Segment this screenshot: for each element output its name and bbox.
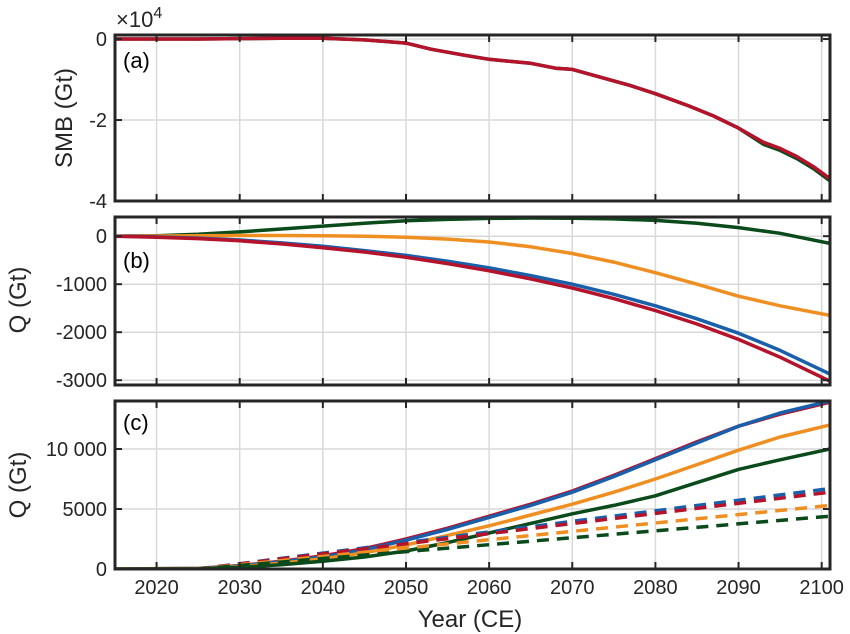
y-tick-label: -2000 xyxy=(56,322,107,344)
y-tick-label: 0 xyxy=(96,29,107,51)
panel-a-y-axis-label: SMB (Gt) xyxy=(51,68,78,168)
series-line xyxy=(115,234,830,383)
x-tick-label: 2100 xyxy=(799,577,844,599)
panel-b-y-axis-label: Q (Gt) xyxy=(5,267,32,334)
x-tick-label: 2060 xyxy=(467,577,512,599)
panel-c-label: (c) xyxy=(123,410,149,435)
panel-b-label: (b) xyxy=(123,248,150,273)
x-tick-label: 2020 xyxy=(134,577,179,599)
series-line xyxy=(115,423,830,569)
panel-a-exponent-label: ×104 xyxy=(116,5,162,32)
x-tick-label: 2080 xyxy=(633,577,678,599)
series-line xyxy=(115,447,830,569)
series-line xyxy=(115,401,830,569)
grid-lines xyxy=(115,35,830,202)
panel-a-label: (a) xyxy=(123,48,150,73)
series-line xyxy=(115,36,830,183)
series-line-dashed xyxy=(197,514,830,569)
x-axis-label: Year (CE) xyxy=(418,606,522,633)
series-line xyxy=(115,401,830,569)
series-lines xyxy=(115,401,830,569)
y-tick-label: 0 xyxy=(96,559,107,581)
y-tick-label: -3000 xyxy=(56,370,107,392)
series-line xyxy=(115,36,830,181)
y-tick-label: 10 000 xyxy=(46,439,107,461)
axes xyxy=(113,33,832,203)
y-tick-label: -4 xyxy=(89,191,107,213)
grid-lines xyxy=(115,401,830,570)
y-tick-label: -1000 xyxy=(56,274,107,296)
axes xyxy=(113,215,832,387)
y-tick-label: 5000 xyxy=(63,499,108,521)
series-lines xyxy=(115,36,830,183)
axes xyxy=(113,399,832,571)
series-line xyxy=(115,233,830,318)
y-tick-label: -2 xyxy=(89,110,107,132)
x-tick-label: 2070 xyxy=(550,577,595,599)
x-tick-label: 2090 xyxy=(716,577,761,599)
x-tick-label: 2050 xyxy=(384,577,429,599)
series-line-dashed xyxy=(197,490,830,569)
x-tick-label: 2040 xyxy=(301,577,346,599)
axes-box xyxy=(113,399,832,571)
series-line-dashed xyxy=(197,503,830,569)
series-line xyxy=(115,217,830,246)
axes-box xyxy=(113,33,832,203)
series-line xyxy=(115,234,830,376)
panel-c: (c) Q (Gt) Year (CE) 0 5000 10 000 2020 2030… xyxy=(5,399,844,633)
y-tick-label: 0 xyxy=(96,226,107,248)
axes-box xyxy=(113,215,832,387)
panel-a: ×104 (a) SMB (Gt) 0 -2 -4 xyxy=(51,5,832,213)
series-lines xyxy=(115,217,830,383)
x-tick-label: 2030 xyxy=(217,577,262,599)
panel-c-y-axis-label: Q (Gt) xyxy=(5,452,32,519)
panel-b: (b) Q (Gt) 0 -1000 -2000 -3000 xyxy=(5,215,832,392)
